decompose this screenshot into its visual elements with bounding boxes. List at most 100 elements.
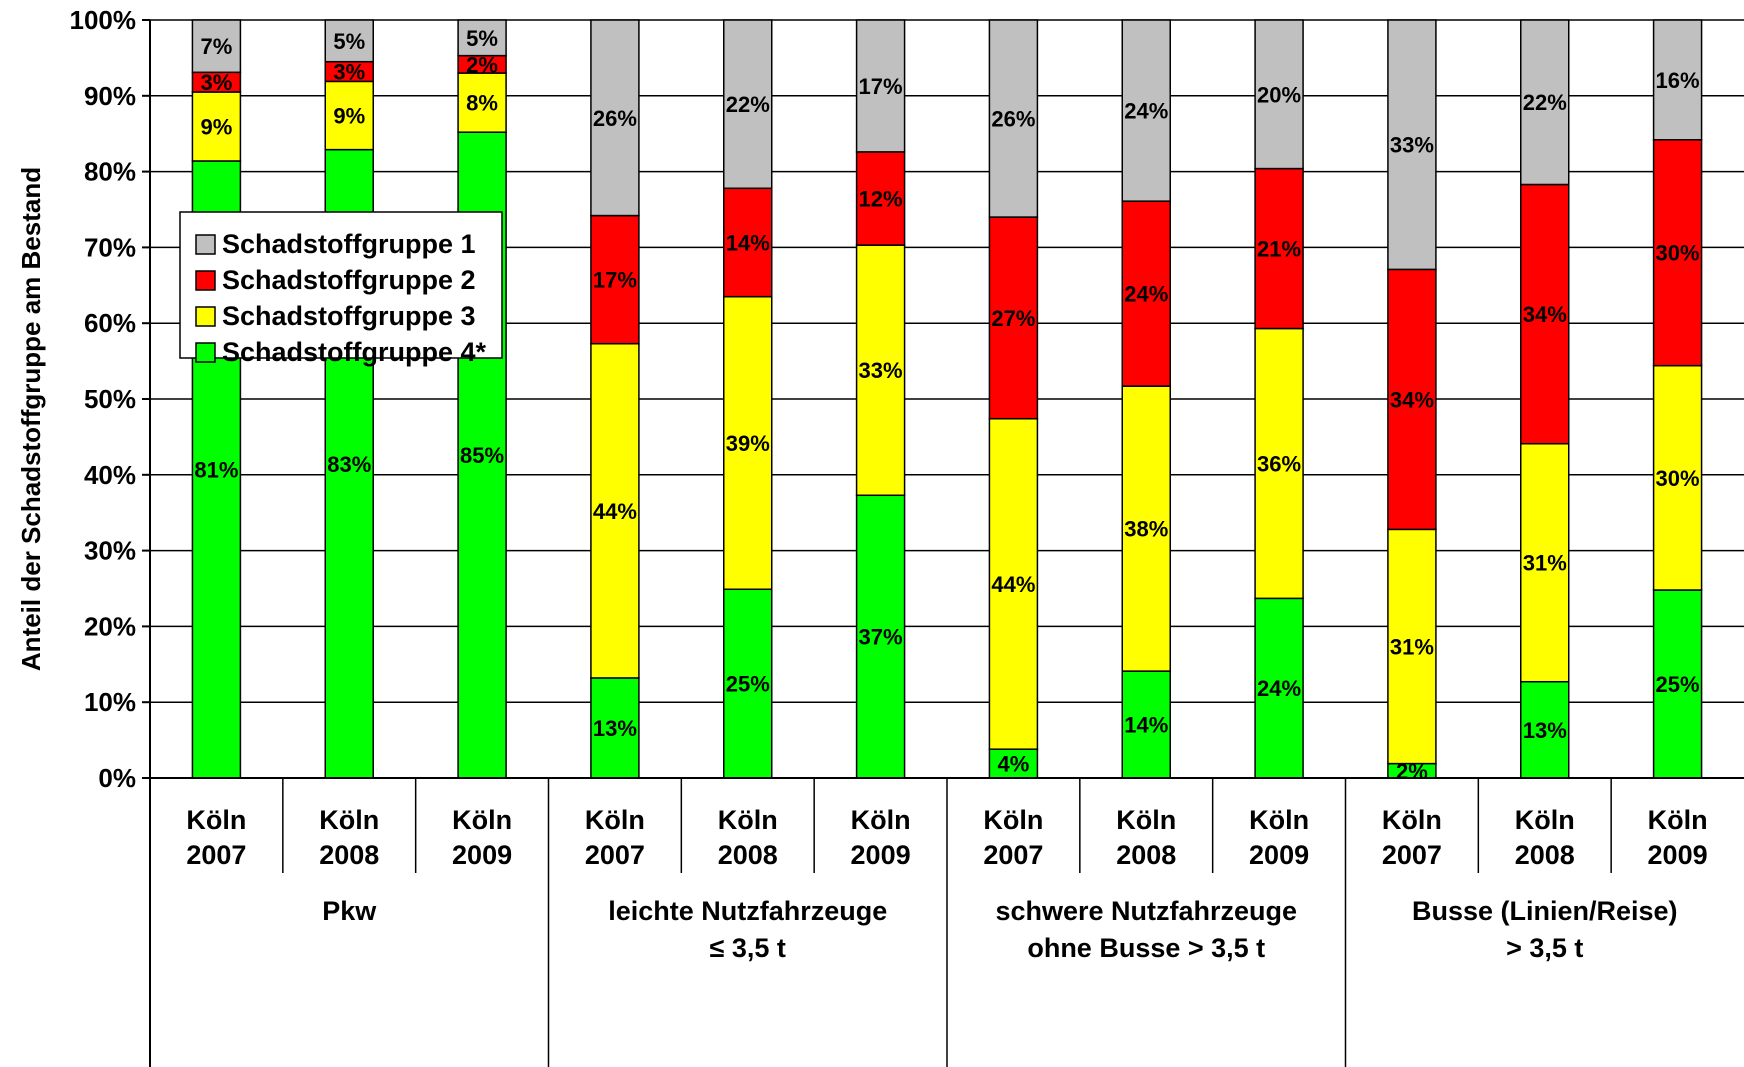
data-label: 30% [1656, 241, 1700, 266]
bar-segment [1387, 528, 1437, 765]
data-label: 26% [593, 106, 637, 131]
bar-segment [855, 151, 906, 246]
x-category-label: 2008 [319, 840, 379, 870]
bar-segment [590, 19, 640, 217]
data-label: 5% [333, 29, 365, 54]
legend-label: Schadstoffgruppe 1 [222, 229, 476, 259]
bar-segment [191, 19, 242, 74]
data-label: 25% [726, 672, 770, 697]
x-group-label: ≤ 3,5 t [710, 933, 786, 963]
data-label: 20% [1257, 82, 1301, 107]
data-label: 5% [466, 26, 498, 51]
x-group-label: > 3,5 t [1506, 933, 1583, 963]
x-category-label: 2009 [1648, 840, 1708, 870]
bar-segment [1254, 19, 1304, 170]
legend-label: Schadstoffgruppe 3 [222, 301, 476, 331]
bar-segment [590, 214, 640, 345]
x-category-label: Köln [319, 805, 379, 835]
x-category-label: 2007 [1382, 840, 1442, 870]
data-label: 38% [1124, 517, 1168, 542]
legend-swatch [195, 234, 216, 255]
bar-segment [1520, 19, 1570, 186]
data-label: 83% [327, 452, 371, 477]
bar-segment [855, 494, 906, 779]
y-tick-label: 30% [84, 536, 136, 566]
data-label: 22% [726, 92, 770, 117]
data-label: 14% [726, 230, 770, 255]
data-label: 34% [1523, 302, 1567, 327]
data-label: 37% [859, 625, 903, 650]
bar-segment [1652, 19, 1703, 141]
gridlines [150, 19, 1744, 779]
x-category-label: 2007 [186, 840, 246, 870]
x-group-label: leichte Nutzfahrzeuge [608, 896, 887, 926]
data-label: 81% [194, 457, 238, 482]
legend-box [179, 211, 503, 359]
data-label: 22% [1523, 90, 1567, 115]
y-tick-label: 0% [98, 763, 136, 793]
data-label: 24% [1124, 99, 1168, 124]
legend-label: Schadstoffgruppe 4* [222, 337, 487, 367]
data-label: 12% [859, 187, 903, 212]
axes: 0% 10% 20% 30% 40% 50% 60% 70% 80% 90% 100% Anteil … [16, 5, 1744, 1067]
bar-segment [723, 295, 773, 591]
bar-segment [1387, 19, 1437, 271]
x-category-label: Köln [1515, 805, 1575, 835]
x-category-label: 2009 [452, 840, 512, 870]
bar-segment [324, 19, 374, 63]
x-category-label: Köln [851, 805, 911, 835]
bar-segment [590, 342, 640, 679]
data-label: 13% [1523, 718, 1567, 743]
bar-segment [855, 19, 906, 153]
bar-segment [457, 19, 507, 57]
x-category-label: Köln [1648, 805, 1708, 835]
x-category-label: Köln [452, 805, 512, 835]
data-label: 21% [1257, 237, 1301, 262]
data-label: 9% [201, 114, 233, 139]
y-axis-title: Anteil der Schadstoffgruppe am Bestand [16, 167, 46, 671]
x-category-label: Köln [1382, 805, 1442, 835]
data-label: 44% [991, 572, 1035, 597]
data-label: 13% [593, 716, 637, 741]
x-category-label: 2007 [585, 840, 645, 870]
y-tick-label: 70% [84, 232, 136, 262]
data-label: 3% [333, 60, 365, 85]
bar-segment [1121, 19, 1171, 202]
y-tick-label: 10% [84, 687, 136, 717]
data-label: 39% [726, 431, 770, 456]
y-tick-label: 20% [84, 611, 136, 641]
x-category-label: 2008 [1515, 840, 1575, 870]
y-tick-label: 50% [84, 384, 136, 414]
y-tick-label: 60% [84, 308, 136, 338]
legend-swatch [195, 306, 216, 327]
data-label: 44% [593, 499, 637, 524]
bar-segment [324, 80, 374, 151]
bar-segment [1520, 442, 1570, 683]
bar-segment [855, 244, 906, 497]
x-category-label: 2009 [851, 840, 911, 870]
bar-segment [1254, 327, 1304, 600]
data-label: 31% [1390, 634, 1434, 659]
bar-segment [1652, 589, 1703, 779]
data-label: 30% [1656, 466, 1700, 491]
legend-swatch [195, 270, 216, 291]
x-category-label: 2009 [1249, 840, 1309, 870]
bar-segment [191, 91, 242, 162]
x-category-label: Köln [1116, 805, 1176, 835]
bar-labels: 81%9%3%7%83%9%3%5%85%8%2%5%13%44%17%26%2… [194, 26, 1699, 784]
data-label: 36% [1257, 451, 1301, 476]
data-label: 14% [1124, 713, 1168, 738]
data-label: 33% [859, 358, 903, 383]
data-label: 26% [991, 107, 1035, 132]
y-tick-label: 40% [84, 460, 136, 490]
y-tick-label: 90% [84, 81, 136, 111]
bar-segment [1520, 680, 1570, 779]
x-category-label: 2008 [718, 840, 778, 870]
y-tick-label: 100% [70, 5, 137, 35]
data-label: 17% [593, 268, 637, 293]
data-label: 85% [460, 443, 504, 468]
data-label: 4% [998, 752, 1030, 777]
legend-swatch [195, 342, 216, 363]
y-tick-label: 80% [84, 157, 136, 187]
